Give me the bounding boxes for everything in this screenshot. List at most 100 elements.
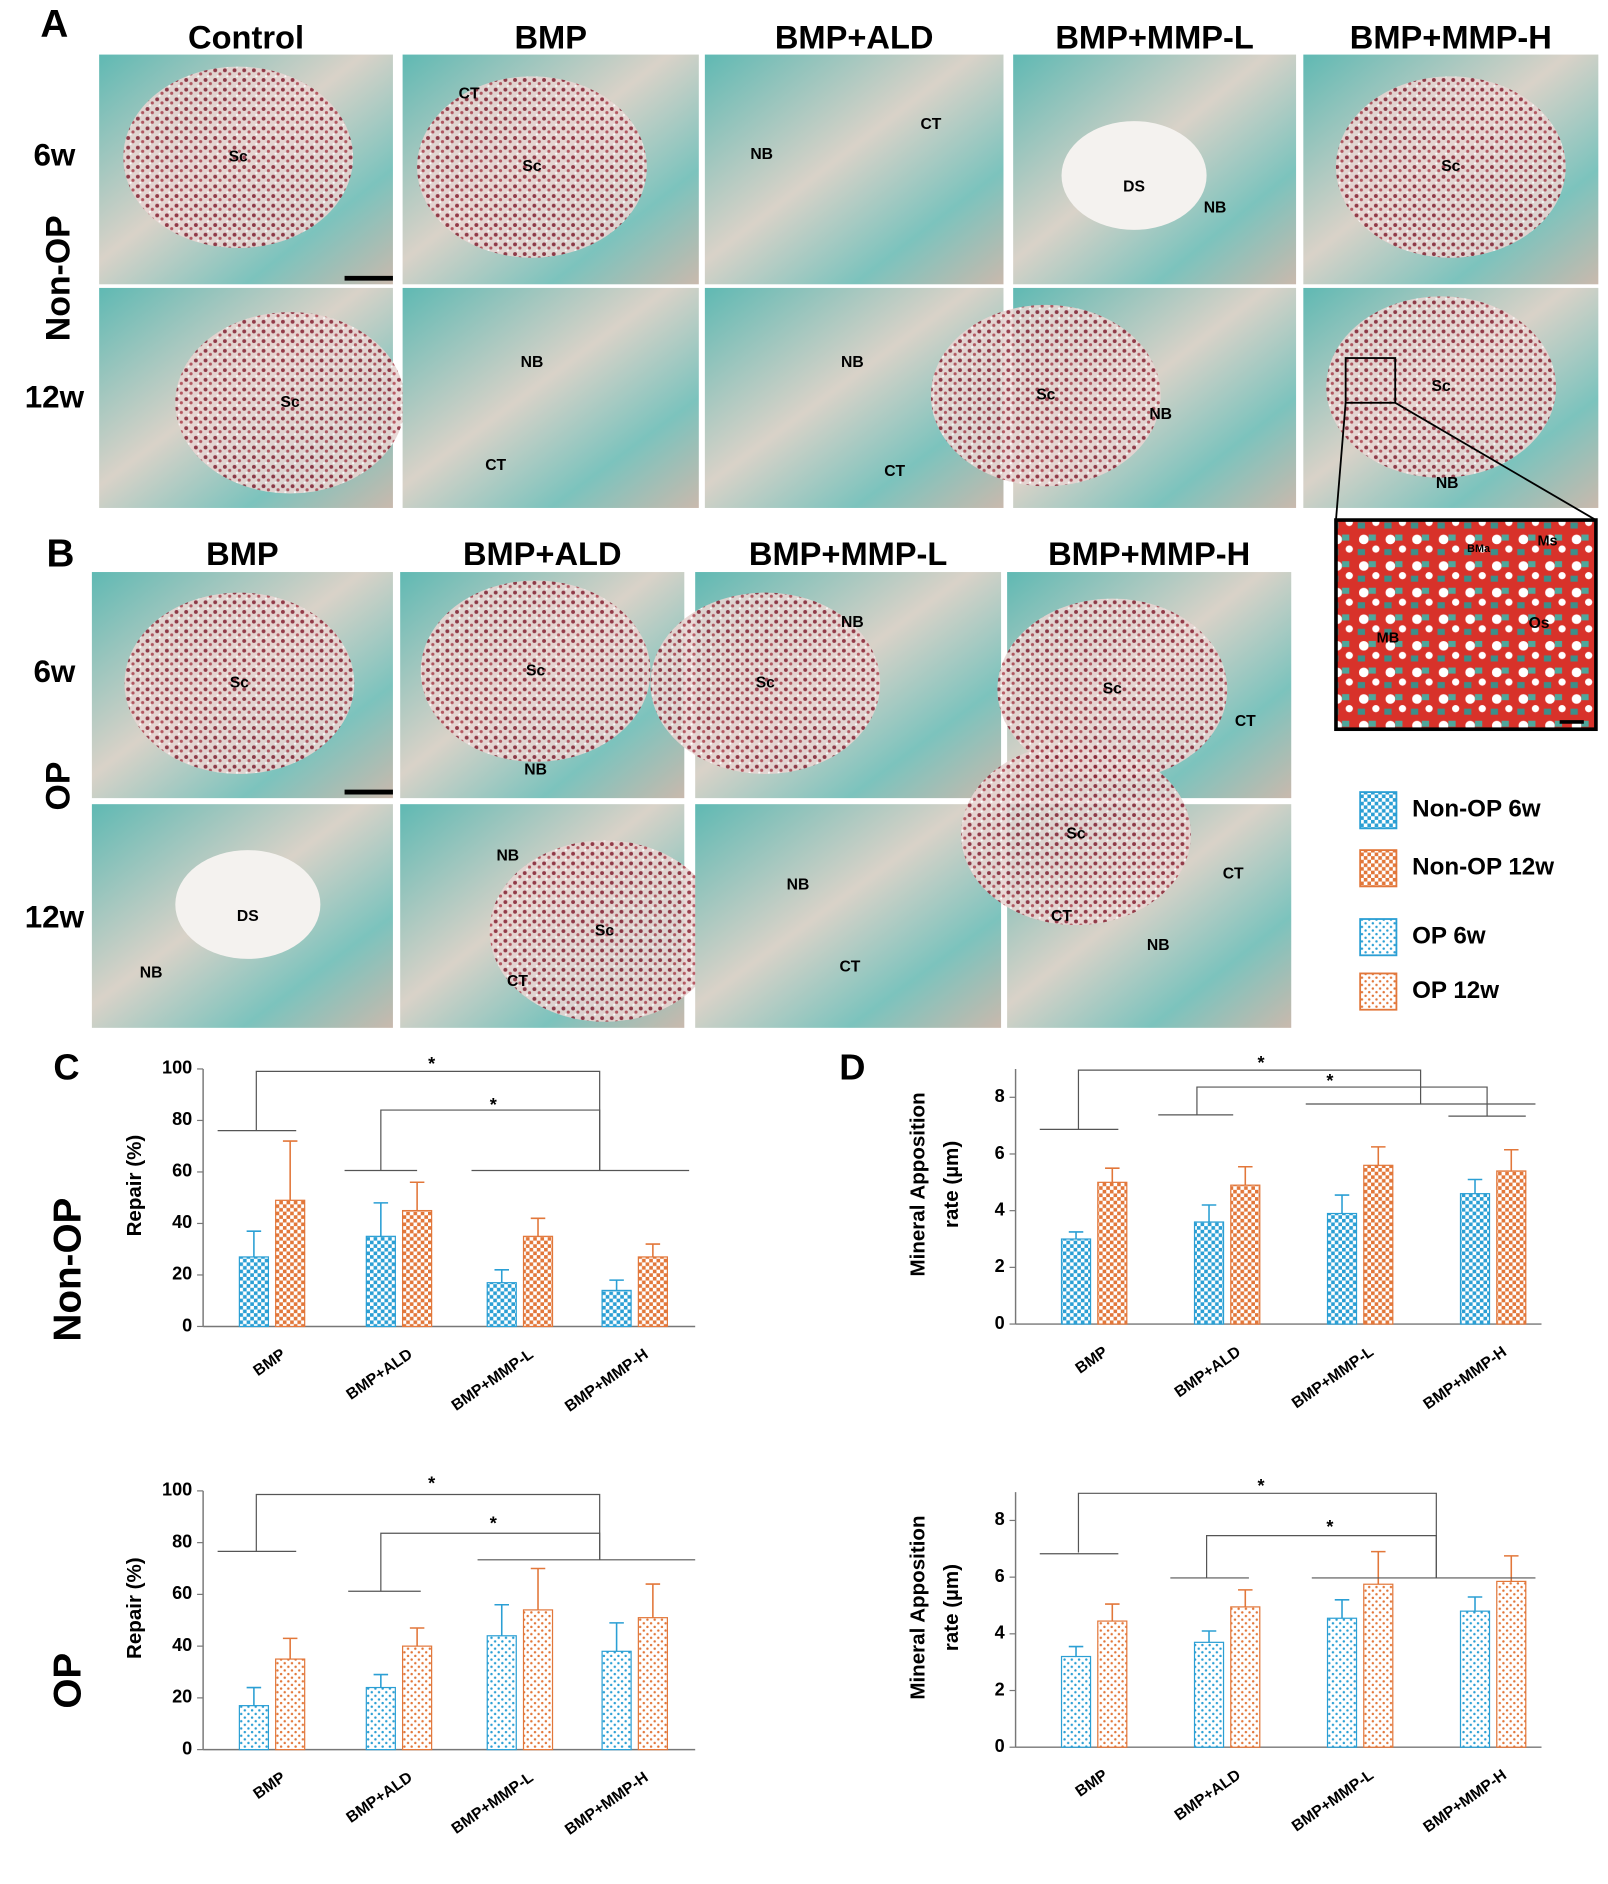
error-bar bbox=[1504, 1148, 1519, 1171]
bar bbox=[601, 1289, 632, 1328]
x-tick-label: BMP+ALD bbox=[343, 1769, 415, 1827]
x-tick-label: BMP+MMP-L bbox=[1289, 1343, 1377, 1412]
y-tick-label: 100 bbox=[162, 1058, 192, 1078]
column-header: BMP bbox=[206, 535, 278, 572]
significance-bracket bbox=[1077, 1069, 1422, 1130]
bar bbox=[1459, 1610, 1491, 1748]
row-label: Non-OP bbox=[46, 1198, 89, 1342]
tissue-label: NB bbox=[521, 354, 544, 371]
row-label: 6w bbox=[33, 138, 75, 173]
y-tick-label: 2 bbox=[995, 1256, 1005, 1276]
error-bar bbox=[246, 1686, 262, 1706]
tissue-label: CT bbox=[507, 973, 528, 990]
bar bbox=[637, 1256, 668, 1328]
tissue-label: Sc bbox=[281, 394, 300, 411]
tissue-label: NB bbox=[496, 847, 519, 864]
y-tick-label: 2 bbox=[995, 1679, 1005, 1699]
error-bar bbox=[1238, 1165, 1253, 1186]
tissue-label: Sc bbox=[595, 922, 614, 939]
significance-star: * bbox=[1257, 1053, 1265, 1073]
tissue-label: Sc bbox=[526, 662, 545, 679]
significance-bracket bbox=[255, 1070, 601, 1171]
significance-star: * bbox=[428, 1474, 436, 1494]
significance-bracket bbox=[255, 1493, 601, 1560]
error-bar bbox=[409, 1181, 425, 1211]
tissue-label: NB bbox=[140, 965, 163, 982]
error-bar bbox=[609, 1622, 624, 1652]
y-axis-label: rate (µm) bbox=[940, 1141, 963, 1228]
zoom-line bbox=[1335, 402, 1347, 521]
column-header: BMP+ALD bbox=[463, 535, 622, 572]
y-axis-label: Mineral Apposition bbox=[906, 1092, 929, 1276]
row-label: 6w bbox=[33, 654, 75, 689]
column-header: BMP+MMP-H bbox=[1048, 535, 1250, 572]
tissue-label: Sc bbox=[522, 158, 541, 175]
bar bbox=[637, 1617, 668, 1751]
scaffold bbox=[123, 66, 354, 249]
column-header: BMP+ALD bbox=[775, 19, 934, 56]
panel-label: D bbox=[839, 1047, 865, 1088]
error-bar bbox=[246, 1230, 262, 1257]
y-tick-label: 20 bbox=[172, 1687, 192, 1707]
x-tick-label: BMP+MMP-L bbox=[1289, 1766, 1377, 1835]
row-label: 12w bbox=[25, 379, 85, 414]
error-bar bbox=[494, 1269, 509, 1283]
inset-label: BMa bbox=[1467, 543, 1491, 555]
bar bbox=[238, 1256, 270, 1328]
significance-star: * bbox=[490, 1095, 498, 1115]
tissue-label: NB bbox=[750, 146, 773, 163]
error-bar bbox=[1467, 1178, 1483, 1194]
error-bar bbox=[282, 1637, 298, 1660]
error-bar bbox=[1105, 1167, 1120, 1183]
scaffold bbox=[175, 312, 406, 494]
significance-bracket bbox=[380, 1109, 601, 1171]
group-label: OP bbox=[39, 762, 77, 811]
tissue-label: CT bbox=[920, 116, 941, 133]
legend-swatch bbox=[1359, 918, 1398, 957]
y-tick-label: 0 bbox=[182, 1738, 192, 1758]
y-tick-label: 100 bbox=[162, 1480, 192, 1500]
y-tick-label: 40 bbox=[172, 1212, 192, 1232]
y-axis-label: Mineral Apposition bbox=[906, 1515, 929, 1699]
significance-bracket bbox=[380, 1532, 601, 1592]
row-label: OP bbox=[46, 1653, 89, 1709]
bar bbox=[1060, 1238, 1092, 1325]
bar bbox=[1496, 1580, 1527, 1748]
error-bar bbox=[282, 1140, 298, 1201]
error-bar bbox=[1105, 1603, 1120, 1622]
significance-star: * bbox=[1326, 1071, 1334, 1091]
tissue-label: CT bbox=[1223, 865, 1244, 882]
bar bbox=[1230, 1606, 1261, 1748]
y-tick-label: 60 bbox=[172, 1583, 192, 1603]
tissue-label: Sc bbox=[1432, 378, 1451, 395]
x-tick-label: BMP bbox=[250, 1346, 288, 1380]
tissue-label: Sc bbox=[1441, 158, 1460, 175]
tissue-label: CT bbox=[839, 959, 860, 976]
error-bar bbox=[1504, 1555, 1519, 1582]
y-tick-label: 40 bbox=[172, 1635, 192, 1655]
bar bbox=[1326, 1617, 1358, 1748]
y-tick-label: 4 bbox=[995, 1199, 1005, 1219]
tissue-label: Sc bbox=[1103, 680, 1122, 697]
error-bar bbox=[373, 1202, 389, 1237]
significance-bracket bbox=[1196, 1086, 1488, 1117]
error-bar bbox=[1201, 1630, 1217, 1643]
row-label: 12w bbox=[25, 899, 85, 934]
error-bar bbox=[609, 1279, 624, 1291]
bar bbox=[275, 1199, 306, 1328]
error-bar bbox=[1068, 1645, 1084, 1657]
tissue-label: Sc bbox=[756, 674, 775, 691]
legend-label: Non-OP 6w bbox=[1412, 796, 1541, 823]
bar bbox=[486, 1282, 517, 1328]
bar bbox=[1459, 1193, 1491, 1325]
bar bbox=[1097, 1620, 1128, 1748]
tissue-label: NB bbox=[787, 876, 810, 893]
column-header: BMP+MMP-L bbox=[1055, 19, 1253, 56]
bar bbox=[1496, 1170, 1527, 1325]
tissue-label: CT bbox=[459, 86, 480, 103]
x-tick-label: BMP+MMP-H bbox=[1420, 1767, 1509, 1837]
column-header: BMP+MMP-H bbox=[1350, 19, 1552, 56]
x-tick-label: BMP+ALD bbox=[1172, 1343, 1244, 1401]
y-tick-label: 4 bbox=[995, 1623, 1005, 1643]
